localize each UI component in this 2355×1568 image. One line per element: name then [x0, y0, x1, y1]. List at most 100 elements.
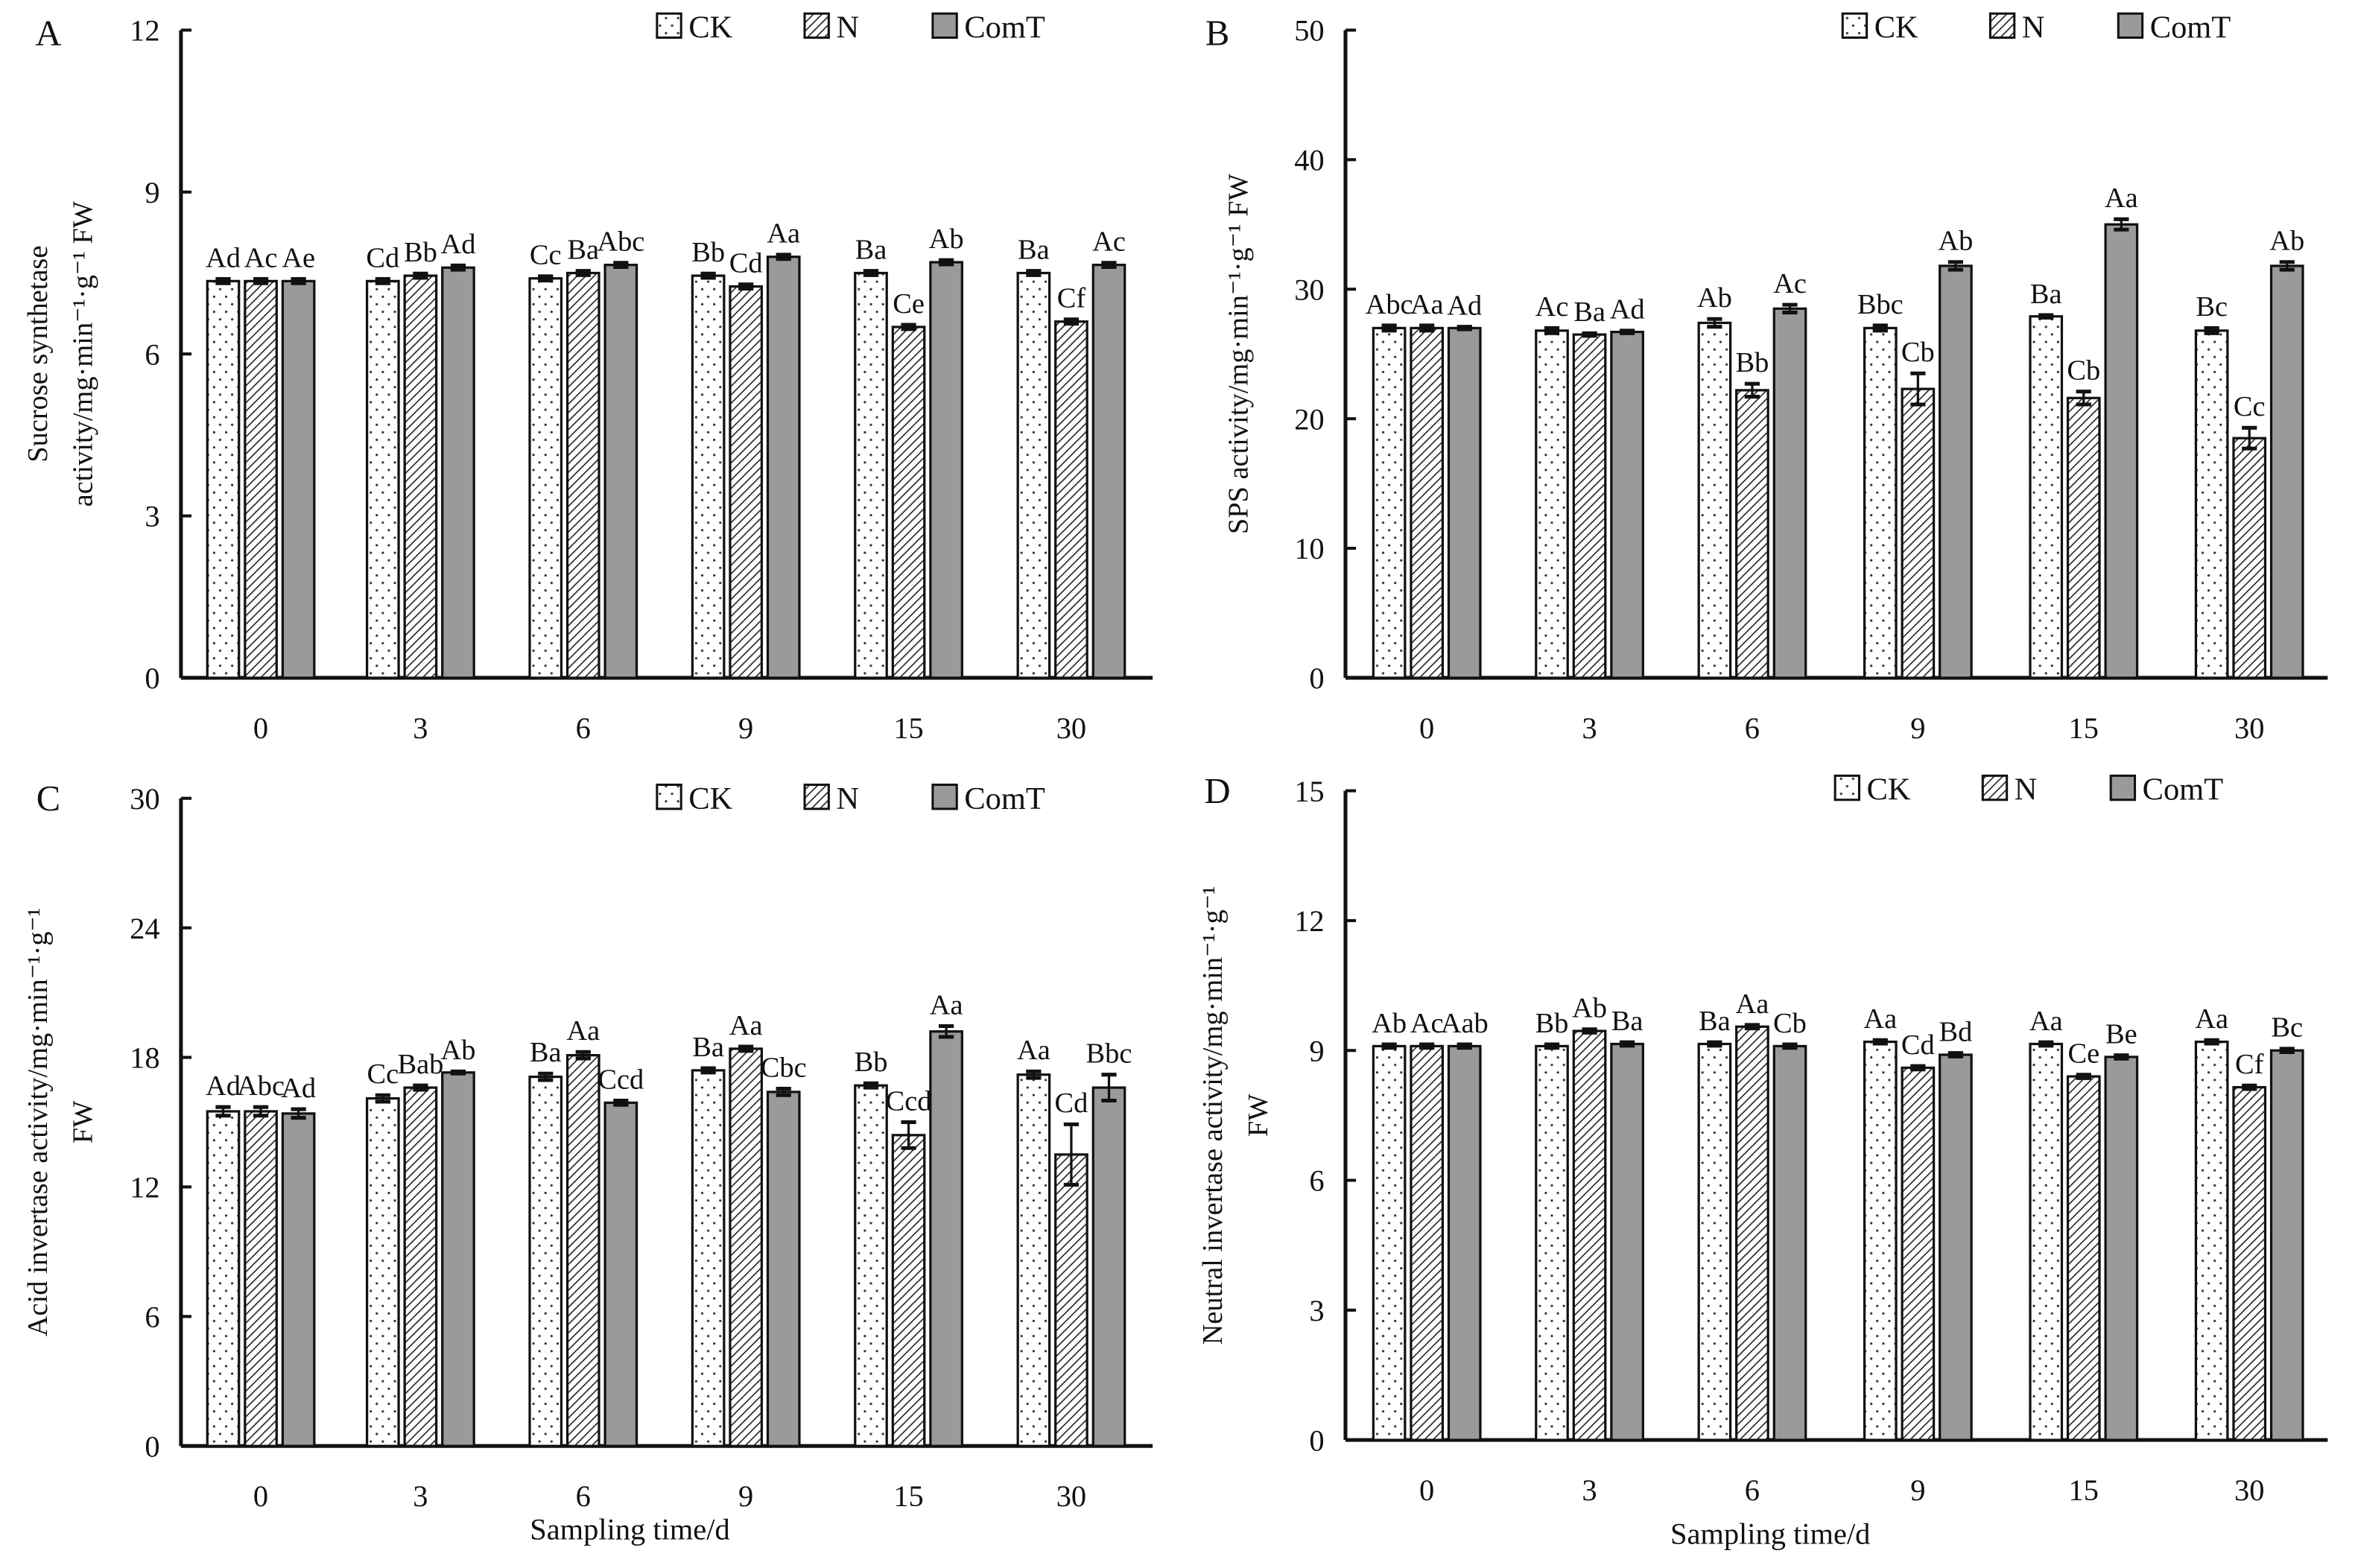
- legend: CK N ComT: [656, 781, 1045, 816]
- significance-label: Abc: [237, 1070, 285, 1102]
- panel-letter: D: [1205, 772, 1231, 811]
- y-tick-label: 24: [130, 912, 159, 945]
- significance-label: Ad: [1447, 290, 1482, 321]
- y-tick-label: 6: [145, 337, 159, 371]
- significance-label: Cb: [1773, 1008, 1807, 1039]
- y-tick-label: 12: [130, 1171, 159, 1204]
- legend-swatch-ck: [656, 12, 682, 39]
- bar-n: [1572, 1029, 1607, 1441]
- legend-label: CK: [688, 10, 732, 45]
- x-tick-label: 15: [893, 1479, 923, 1513]
- y-tick-label: 6: [1309, 1164, 1324, 1198]
- significance-label: Bab: [397, 1049, 443, 1080]
- bar-comt: [2104, 223, 2139, 679]
- significance-label: Cd: [729, 248, 763, 279]
- bar-ck: [528, 1075, 563, 1447]
- bar-ck: [1372, 1044, 1407, 1441]
- x-tick-label: 0: [253, 1479, 268, 1513]
- panel-d: D 0 3 6 9 12 15 Neutral invertase activity/mg·m…: [1197, 772, 2328, 1551]
- significance-label: Cb: [1901, 337, 1935, 368]
- bar-n: [1735, 389, 1769, 679]
- x-tick-label: 9: [1910, 1473, 1925, 1507]
- legend-label: CK: [1874, 10, 1918, 45]
- significance-label: Ae: [282, 242, 315, 273]
- significance-label: Be: [2105, 1018, 2137, 1050]
- bar-comt: [1610, 331, 1644, 679]
- significance-label: Ab: [1572, 993, 1607, 1024]
- significance-label: Cf: [2235, 1049, 2264, 1080]
- bar-n: [1572, 333, 1607, 679]
- significance-label: Aa: [566, 1015, 600, 1047]
- bar-ck: [365, 279, 400, 679]
- x-tick-label: 0: [1419, 1473, 1434, 1507]
- y-tick-label: 12: [130, 14, 159, 48]
- significance-label: Ad: [281, 1073, 316, 1104]
- legend-swatch-n: [803, 783, 830, 810]
- significance-label: Aa: [729, 1010, 763, 1041]
- significance-label: Ac: [244, 242, 278, 273]
- panel-letter: B: [1205, 14, 1229, 54]
- legend: CK N ComT: [656, 10, 1045, 45]
- bar-n: [565, 1053, 600, 1447]
- bar-ck: [2029, 1042, 2064, 1441]
- significance-label: Ad: [206, 242, 241, 273]
- significance-label: Ce: [2067, 1038, 2099, 1070]
- legend-label: ComT: [2143, 772, 2224, 807]
- bar-comt: [1091, 264, 1126, 679]
- significance-label: Bc: [2196, 291, 2228, 323]
- bar-comt: [766, 1091, 801, 1447]
- panel-letter: A: [35, 14, 61, 54]
- significance-label: Bb: [404, 237, 437, 268]
- legend-swatch-n: [1981, 774, 2009, 802]
- significance-label: Aa: [2029, 1006, 2063, 1037]
- bar-comt: [603, 1101, 638, 1447]
- legend-label: CK: [688, 781, 732, 816]
- bar-comt: [1610, 1042, 1644, 1441]
- x-tick-label: 3: [1582, 711, 1597, 745]
- y-axis-label: Neutral invertase activity/mg·min⁻¹·g⁻¹: [1197, 886, 1229, 1345]
- legend-label: N: [836, 10, 859, 45]
- x-tick-label: 15: [2069, 711, 2099, 745]
- x-tick-label: 15: [2069, 1473, 2099, 1507]
- bar-n: [729, 1047, 764, 1447]
- legend-swatch-comt: [931, 783, 958, 810]
- legend-swatch-ck: [1833, 774, 1861, 802]
- y-tick-label: 0: [145, 661, 159, 695]
- bar-n: [403, 274, 438, 679]
- bar-ck: [854, 271, 888, 679]
- significance-label: Aa: [767, 218, 800, 250]
- significance-label: Aa: [1017, 1035, 1050, 1066]
- x-tick-label: 30: [2234, 1473, 2264, 1507]
- significance-label: Bc: [2271, 1012, 2303, 1044]
- x-tick-label: 30: [2234, 711, 2264, 745]
- significance-label: Cbc: [761, 1052, 807, 1083]
- y-tick-label: 9: [145, 176, 159, 209]
- bar-n: [1735, 1025, 1769, 1441]
- y-tick-label: 0: [1309, 1423, 1324, 1457]
- significance-label: Ab: [1372, 1008, 1407, 1039]
- significance-label: Bb: [1535, 1008, 1569, 1039]
- bar-comt: [1091, 1086, 1126, 1447]
- bar-ck: [1697, 1042, 1732, 1441]
- significance-label: Cc: [367, 1058, 399, 1090]
- bar-comt: [441, 266, 475, 679]
- significance-label: Ac: [1092, 226, 1126, 258]
- y-axis-label: FW: [1243, 1094, 1274, 1137]
- bar-comt: [766, 255, 801, 679]
- y-tick-label: 9: [1309, 1034, 1324, 1067]
- legend: CK N ComT: [1833, 772, 2224, 807]
- significance-label: Bb: [691, 237, 725, 268]
- y-axis-label: activity/mg·min⁻¹·g⁻¹ FW: [68, 200, 99, 507]
- significance-label: Aa: [1736, 988, 1769, 1020]
- bar-comt: [1772, 1044, 1807, 1441]
- bar-comt: [2269, 264, 2304, 679]
- legend-label: ComT: [964, 781, 1045, 816]
- significance-label: Ccd: [886, 1085, 932, 1117]
- bar-n: [891, 326, 926, 679]
- significance-label: Ad: [1610, 294, 1645, 326]
- bar-n: [1901, 387, 1936, 679]
- significance-label: Ab: [440, 1035, 475, 1066]
